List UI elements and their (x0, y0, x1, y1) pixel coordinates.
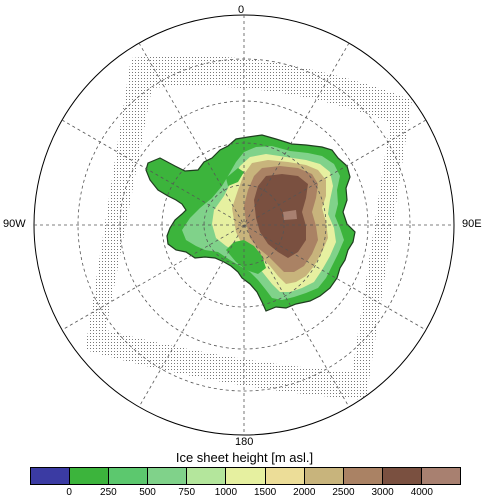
colorbar-segment (31, 468, 71, 484)
colorbar-segment (265, 468, 305, 484)
colorbar-segment (421, 468, 461, 484)
colorbar-segment (109, 468, 149, 484)
colorbar-segment (148, 468, 188, 484)
colorbar-segment (382, 468, 422, 484)
polar-stereographic-map (33, 14, 455, 436)
longitude-label-90w: 90W (3, 218, 26, 230)
colorbar-tick-label: 1000 (214, 487, 238, 498)
longitude-line (61, 119, 427, 331)
colorbar-tick-label: 2000 (293, 487, 316, 498)
ice-elevation-low-patch (226, 240, 266, 274)
ice-elevation-3000-plus (254, 174, 308, 258)
colorbar-segment (226, 468, 266, 484)
colorbar-ticks: 0 250 500 750 1000 1500 2000 2500 3000 4000 (30, 487, 461, 500)
colorbar-tick-label: 2500 (332, 487, 355, 498)
colorbar-tick-label: 4000 (410, 487, 433, 498)
colorbar-tick-label: 250 (100, 487, 117, 498)
colorbar-segment (304, 468, 344, 484)
graticule (34, 15, 454, 435)
antarctica-ice-sheet (145, 134, 356, 312)
colorbar (30, 467, 461, 485)
colorbar-tick-label: 1500 (253, 487, 277, 498)
ice-elevation-4000 (283, 210, 297, 220)
colorbar-tick-label: 500 (139, 487, 156, 498)
longitude-label-180: 180 (235, 436, 254, 448)
ice-elevation-low-patch-2 (226, 168, 244, 186)
longitude-label-0: 0 (238, 4, 245, 16)
colorbar-tick-label: 3000 (371, 487, 394, 498)
colorbar-segment (187, 468, 227, 484)
colorbar-tick-label: 750 (178, 487, 196, 498)
longitude-label-90e: 90E (462, 218, 482, 230)
colorbar-title: Ice sheet height [m asl.] (175, 450, 314, 465)
colorbar-tick-label: 0 (66, 487, 72, 498)
model-domain-frame (85, 55, 412, 400)
colorbar-segment (70, 468, 110, 484)
colorbar-segment (343, 468, 383, 484)
